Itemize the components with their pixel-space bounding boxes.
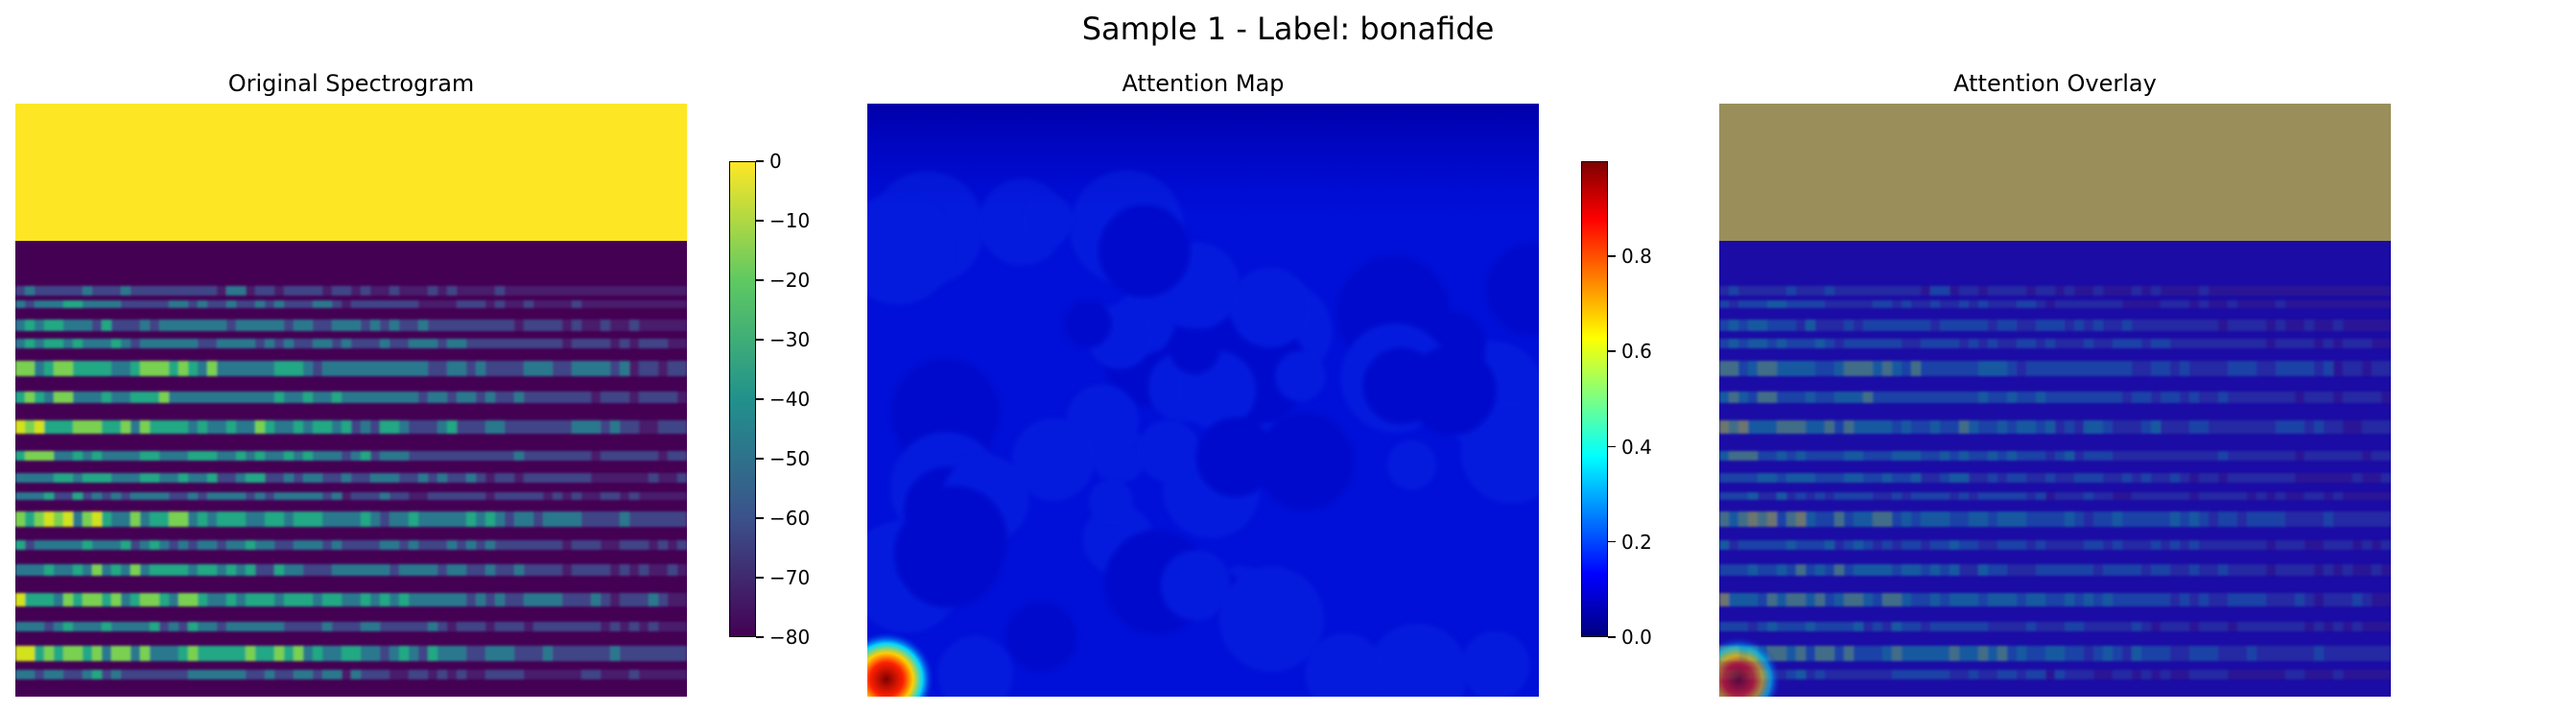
spectrogram-colorbar-tick-label: 0	[756, 150, 782, 173]
spectrogram-colorbar-tick-label: −80	[755, 626, 811, 649]
spectrogram-colorbar-tick-label: −40	[755, 388, 811, 411]
spectrogram-colorbar	[729, 161, 756, 637]
attention-map-image	[867, 104, 1539, 697]
spectrogram-colorbar-tick-label: −20	[755, 269, 811, 292]
spectrogram-colorbar-tick-label: −60	[755, 507, 811, 530]
overlay-image	[1719, 104, 2391, 697]
attention-colorbar-tick-label: 0.8	[1608, 245, 1652, 269]
attention-colorbar	[1581, 161, 1608, 637]
spectrogram-colorbar-tick-label: −70	[755, 566, 811, 589]
attention-colorbar-tick-label: 0.4	[1608, 435, 1652, 459]
attention-colorbar-tick-label: 0.0	[1608, 626, 1652, 649]
overlay-title: Attention Overlay	[1953, 70, 2157, 97]
spectrogram-colorbar-tick-label: −50	[755, 447, 811, 470]
figure-title: Sample 1 - Label: bonafide	[1081, 11, 1495, 47]
spectrogram-colorbar-tick-label: −10	[755, 209, 811, 232]
attention-colorbar-tick-label: 0.2	[1608, 530, 1652, 554]
spectrogram-image	[15, 104, 687, 697]
spectrogram-colorbar-tick-label: −30	[755, 328, 811, 351]
attention-map-title: Attention Map	[1122, 70, 1285, 97]
spectrogram-title: Original Spectrogram	[227, 70, 475, 97]
attention-colorbar-tick-label: 0.6	[1608, 340, 1652, 364]
